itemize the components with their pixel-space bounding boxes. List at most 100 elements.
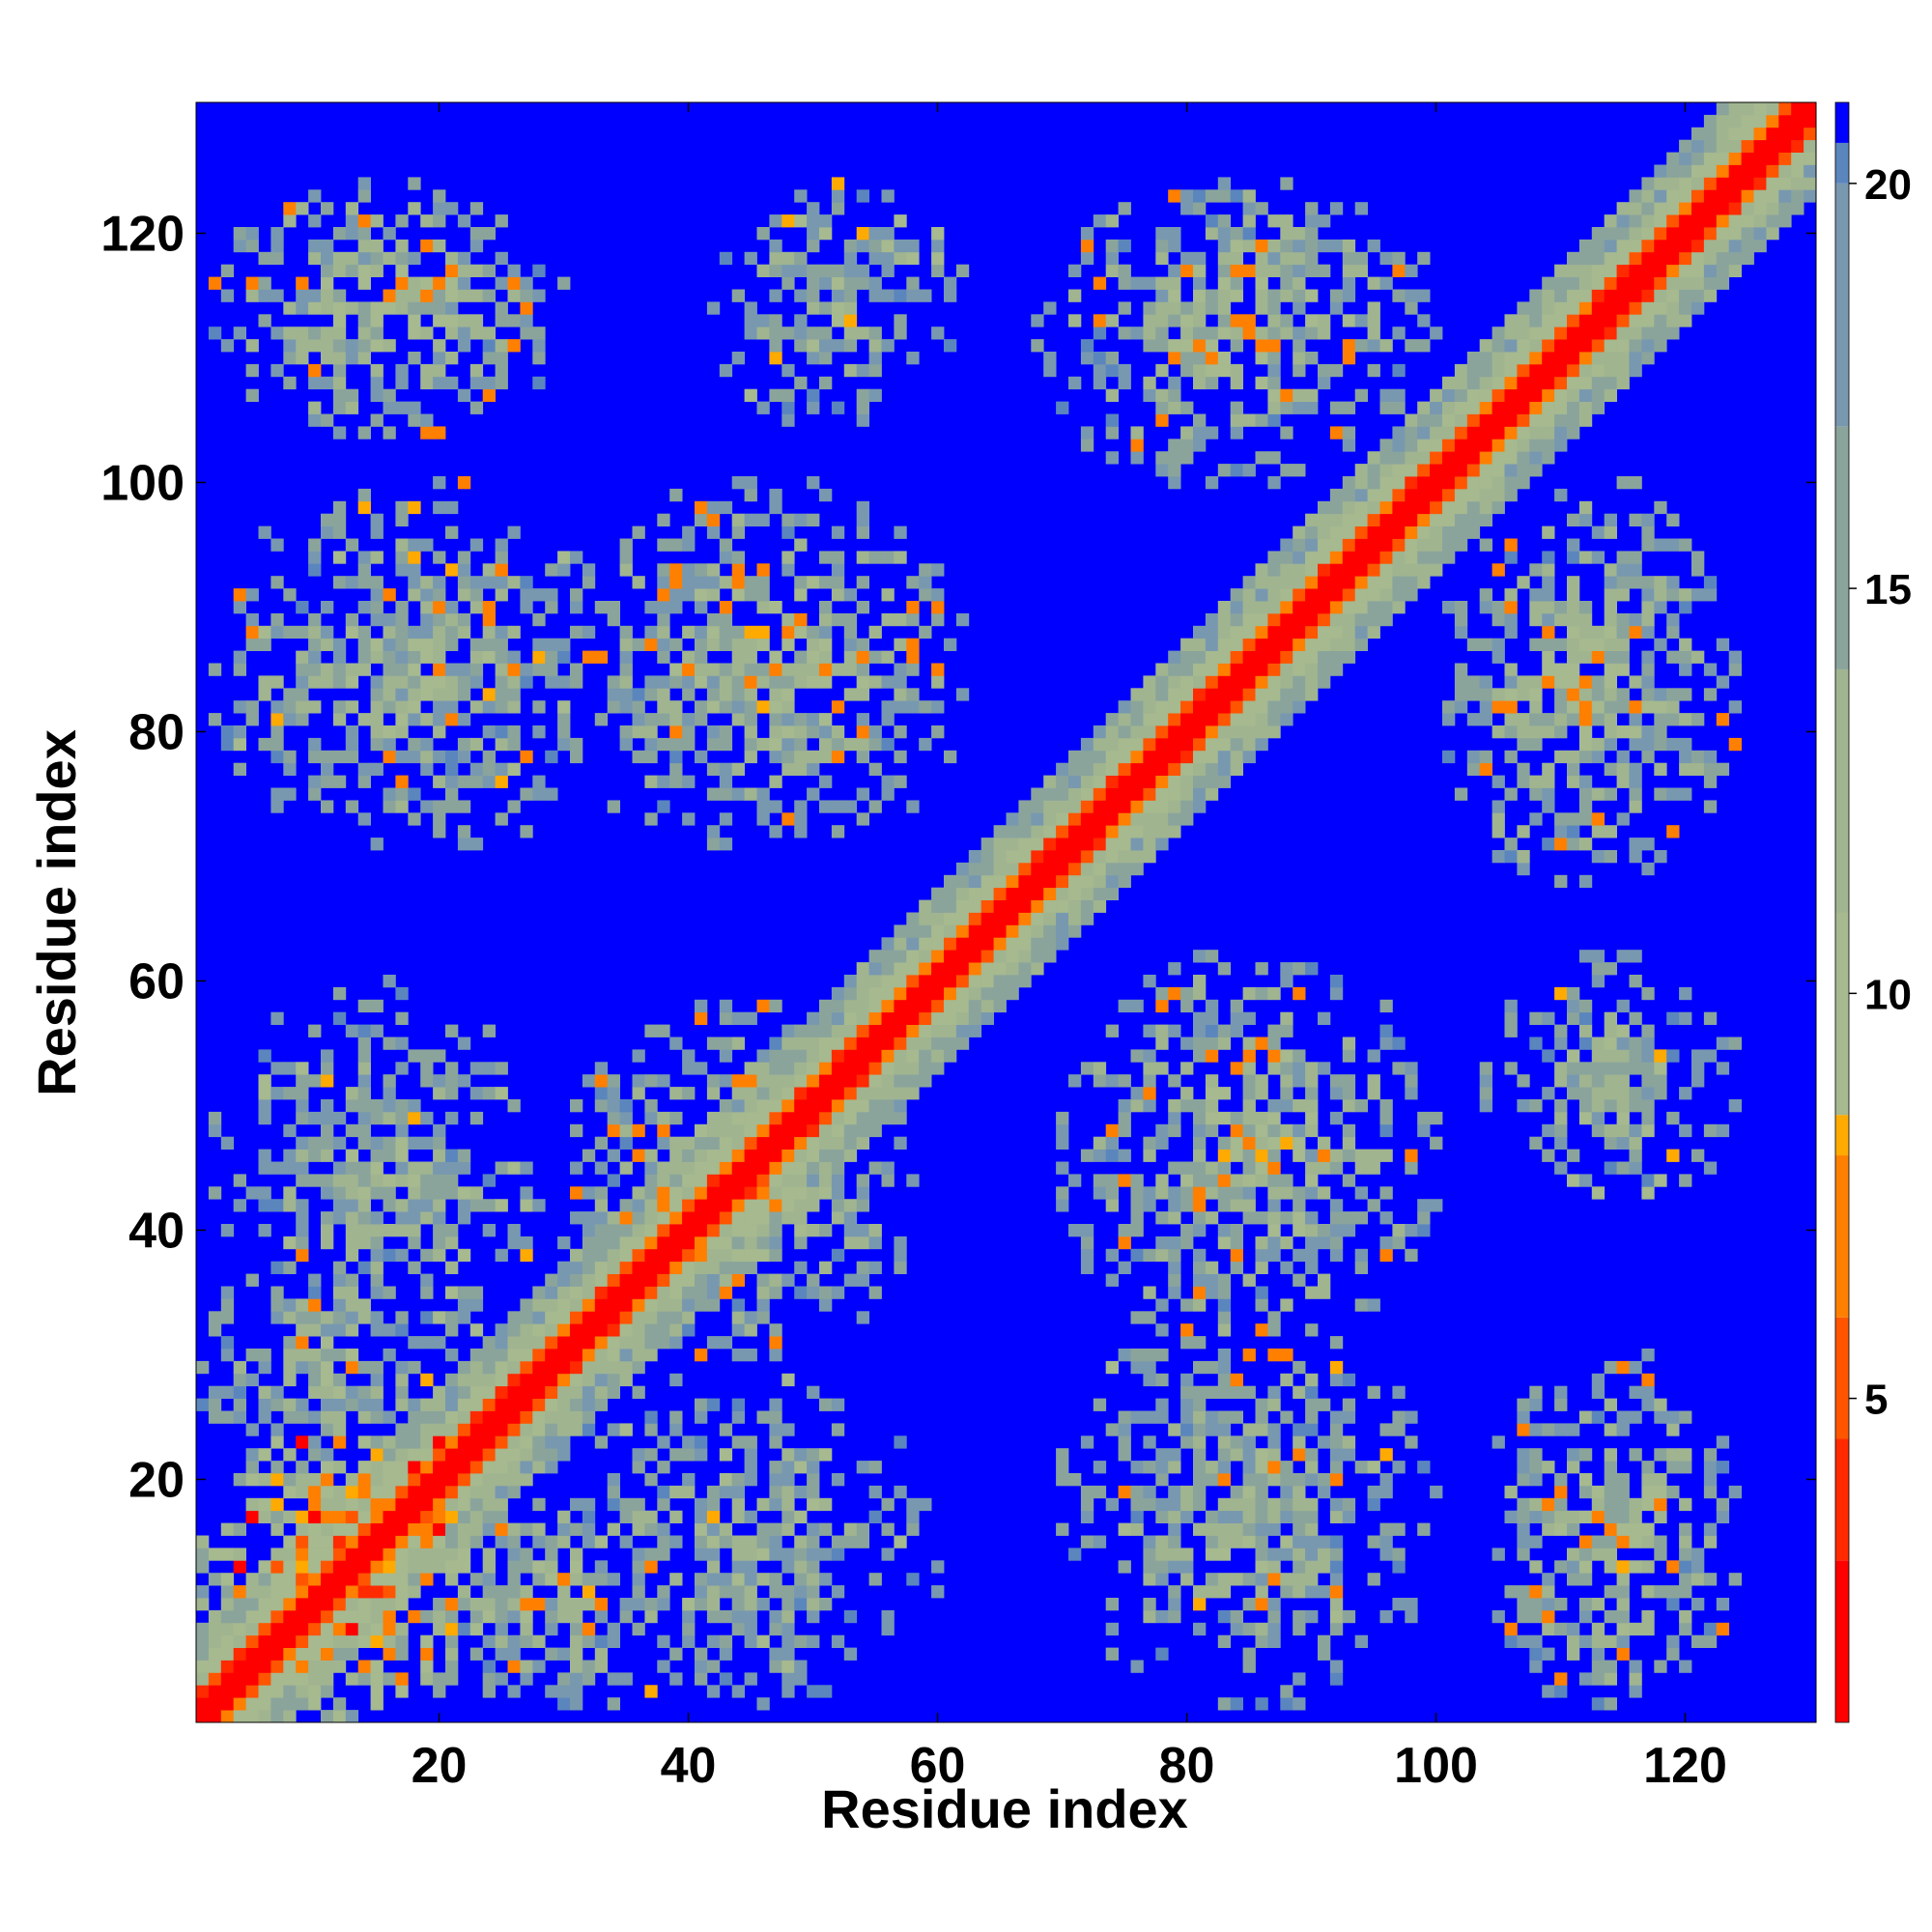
heatmap-cell (1155, 1473, 1169, 1487)
heatmap-cell (807, 713, 820, 726)
heatmap-cell (881, 775, 895, 788)
heatmap-cell (868, 986, 882, 1001)
heatmap-cell (557, 1336, 571, 1350)
heatmap-cell (1280, 563, 1293, 577)
heatmap-cell (433, 713, 446, 726)
heatmap-cell (794, 612, 808, 627)
heatmap-cell (781, 750, 795, 764)
heatmap-cell (719, 675, 733, 689)
heatmap-cell (1093, 737, 1107, 752)
heatmap-cell (345, 202, 359, 215)
heatmap-cell (1267, 451, 1281, 465)
heatmap-cell (1504, 750, 1518, 764)
heatmap-cell (881, 612, 895, 627)
heatmap-cell (545, 1685, 558, 1698)
heatmap-cell (445, 1349, 459, 1362)
heatmap-cell (1205, 1573, 1219, 1586)
heatmap-cell (321, 251, 334, 266)
heatmap-cell (220, 339, 235, 353)
heatmap-cell (944, 1049, 957, 1063)
heatmap-cell (1517, 352, 1530, 365)
heatmap-cell (619, 1360, 633, 1375)
heatmap-cell (445, 1224, 459, 1237)
heatmap-cell (1217, 314, 1232, 327)
heatmap-cell (1305, 1074, 1319, 1088)
heatmap-cell (321, 1448, 334, 1462)
heatmap-cell (395, 264, 409, 277)
heatmap-cell (906, 986, 920, 1001)
heatmap-cell (1504, 1485, 1518, 1499)
heatmap-cell (1329, 1087, 1344, 1100)
heatmap-cell (408, 1435, 421, 1449)
heatmap-cell (769, 1224, 782, 1237)
heatmap-cell (321, 1349, 334, 1362)
heatmap-cell (532, 1634, 546, 1648)
heatmap-cell (482, 1410, 496, 1424)
heatmap-cell (1118, 1349, 1131, 1362)
heatmap-cell (1143, 276, 1156, 290)
heatmap-cell (868, 1049, 882, 1063)
heatmap-cell (420, 1199, 434, 1212)
heatmap-cell (744, 1211, 757, 1225)
heatmap-cell (321, 762, 334, 776)
heatmap-cell (258, 1598, 271, 1611)
heatmap-cell (993, 825, 1007, 838)
heatmap-cell (781, 1074, 795, 1088)
heatmap-cell (657, 1161, 670, 1175)
heatmap-cell (1180, 251, 1194, 266)
heatmap-cell (557, 650, 571, 664)
heatmap-cell (532, 787, 546, 801)
heatmap-cell (1180, 1336, 1194, 1350)
heatmap-cell (1242, 700, 1256, 714)
heatmap-cell (1329, 513, 1344, 526)
heatmap-cell (1567, 688, 1580, 701)
heatmap-cell (357, 500, 371, 515)
heatmap-cell (1168, 289, 1181, 302)
heatmap-cell (1068, 899, 1082, 913)
heatmap-cell (1517, 1510, 1530, 1523)
heatmap-cell (258, 1710, 271, 1723)
heatmap-cell (1118, 1074, 1131, 1088)
heatmap-cell (532, 1560, 546, 1574)
heatmap-cell (1492, 601, 1505, 614)
heatmap-cell (1578, 1174, 1593, 1187)
heatmap-cell (744, 314, 757, 327)
heatmap-cell (321, 276, 334, 290)
heatmap-cell (1305, 675, 1319, 689)
heatmap-cell (1379, 1186, 1393, 1200)
heatmap-cell (1293, 1510, 1306, 1523)
heatmap-cell (457, 612, 471, 627)
heatmap-cell (395, 986, 409, 1001)
heatmap-cell (881, 650, 895, 664)
heatmap-cell (1318, 1548, 1331, 1561)
heatmap-cell (1242, 1037, 1256, 1050)
heatmap-cell (894, 327, 907, 340)
heatmap-cell (1105, 762, 1119, 776)
heatmap-cell (345, 1560, 359, 1574)
heatmap-cell (856, 1136, 869, 1150)
heatmap-cell (1454, 612, 1468, 627)
heatmap-cell (756, 625, 770, 639)
heatmap-cell (507, 1647, 521, 1661)
heatmap-cell (1554, 675, 1568, 689)
heatmap-cell (1542, 551, 1555, 564)
heatmap-cell (669, 488, 683, 502)
heatmap-cell (1230, 650, 1243, 664)
heatmap-cell (968, 1011, 982, 1025)
heatmap-cell (906, 601, 920, 614)
heatmap-cell (1242, 464, 1256, 477)
heatmap-cell (607, 1074, 620, 1088)
heatmap-cell (894, 750, 907, 764)
heatmap-cell (794, 214, 808, 228)
heatmap-cell (433, 276, 446, 290)
heatmap-cell (1517, 327, 1530, 340)
heatmap-cell (283, 1298, 297, 1312)
heatmap-cell (1143, 1074, 1156, 1088)
heatmap-cell (1466, 476, 1481, 490)
heatmap-cell (856, 725, 869, 739)
heatmap-cell (1056, 1111, 1069, 1125)
heatmap-cell (1193, 439, 1207, 452)
heatmap-cell (445, 1236, 459, 1250)
heatmap-cell (482, 638, 496, 651)
heatmap-cell (532, 264, 546, 277)
